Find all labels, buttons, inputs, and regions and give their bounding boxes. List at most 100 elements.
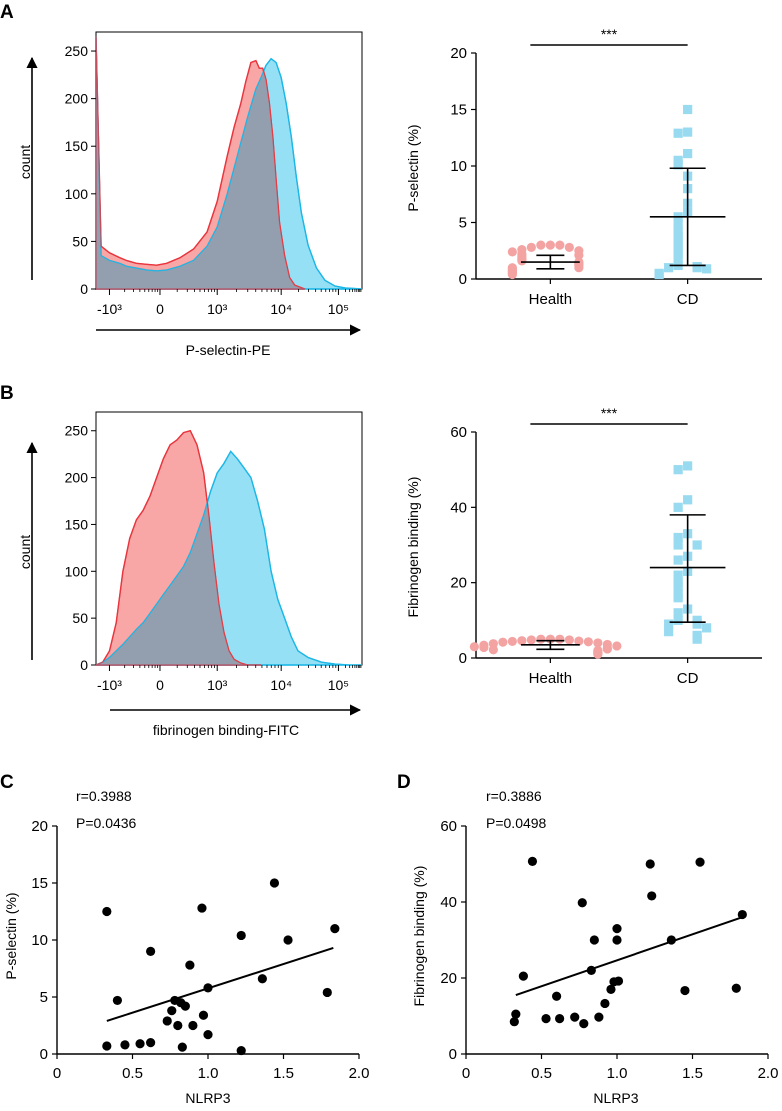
corrD-point — [647, 891, 657, 901]
corrC-point — [102, 1041, 112, 1051]
scatA-significance-label: *** — [601, 26, 618, 42]
panel-letter-b: B — [0, 383, 14, 404]
corrC-point — [162, 1016, 172, 1026]
correlation-c-r: r=0.3988 — [76, 788, 132, 804]
corrC-ytick-label: 15 — [31, 875, 48, 892]
histA-xtick-label: -10³ — [97, 301, 122, 317]
scatB-xtick-label: CD — [677, 670, 699, 687]
scatB-ytick-label: 60 — [450, 424, 467, 441]
scatB-ytick-label: 0 — [459, 650, 467, 667]
histB-xtick-label: -10³ — [97, 677, 122, 693]
histA-outline-health — [95, 36, 306, 290]
scatter-a: P-selectin (%) 0 5 10 15 20 Health CD *** — [405, 26, 762, 308]
corrC-point — [177, 1042, 187, 1052]
histA-ytick-label: 200 — [65, 91, 89, 107]
correlation-d-p: P=0.0498 — [486, 815, 547, 831]
scatA-point-health — [574, 263, 584, 273]
corrC-fit-line — [106, 947, 334, 1022]
scatB-point-health — [602, 644, 612, 654]
scatB-point-cd — [673, 465, 683, 475]
scatA-point-cd — [673, 128, 683, 138]
scatB-point-health — [517, 636, 527, 646]
histB-ytick-label: 250 — [65, 423, 89, 439]
corrD-ytick-label: 0 — [449, 1046, 457, 1063]
histA-xtick-label: 10⁴ — [270, 301, 292, 317]
corrC-point — [203, 1030, 213, 1040]
corrC-point — [197, 903, 207, 913]
scatA-ytick-label: 5 — [459, 215, 467, 232]
corrC-point — [173, 1020, 183, 1031]
scatB-point-health — [593, 649, 603, 659]
corrD-point — [511, 1009, 521, 1019]
scatB-point-cd — [673, 502, 683, 512]
corrC-point — [198, 1010, 209, 1020]
scatA-point-cd — [683, 148, 693, 159]
scatA-ytick-label: 0 — [459, 271, 467, 288]
scatB-point-health — [488, 645, 498, 655]
histB-outline-health — [95, 429, 261, 666]
corrD-point — [589, 935, 599, 945]
scatA-point-health — [536, 240, 546, 250]
corrD-ytick-label: 20 — [440, 970, 457, 987]
scatA-xtick-label: CD — [677, 291, 699, 308]
corrC-xtick-label: 1.0 — [198, 1065, 219, 1082]
scatA-point-cd — [654, 269, 664, 280]
scatB-point-cd — [673, 555, 683, 565]
scatA-point-cd — [673, 160, 683, 170]
corrC-point — [185, 960, 195, 970]
correlation-c: r=0.3988 P=0.0436 P-selectin (%) NLRP3 0… — [3, 788, 369, 1106]
panel-letter-a: A — [0, 2, 14, 23]
scatA-point-health — [507, 269, 517, 280]
scatA-ytick-label: 10 — [450, 158, 467, 175]
scatB-point-cd — [673, 615, 683, 625]
corrC-ytick-label: 0 — [40, 1046, 48, 1063]
corrD-point — [737, 909, 747, 920]
histA-xtick-label: 0 — [156, 301, 164, 317]
corrC-point — [146, 1038, 156, 1048]
histogram-a-xlabel: P-selectin-PE — [186, 342, 271, 358]
corrD-point — [606, 984, 616, 995]
histA-xtick-label: 10⁵ — [328, 301, 349, 317]
corrC-point — [102, 906, 112, 917]
corrC-point — [112, 995, 122, 1006]
corrD-ytick-label: 60 — [440, 818, 457, 835]
correlation-d-xlabel: NLRP3 — [593, 1090, 638, 1106]
corrD-point — [541, 1014, 551, 1024]
corrD-point — [645, 859, 655, 869]
scatter-b: Fibrinogen binding (%) 0 20 40 60 Health CD **… — [405, 405, 762, 687]
corrC-point — [269, 878, 280, 888]
scatB-point-health — [536, 634, 546, 644]
corrD-point — [594, 1012, 604, 1022]
histB-ytick-label: 50 — [72, 610, 88, 626]
corrD-point — [579, 1019, 589, 1029]
histA-ytick-label: 250 — [65, 43, 89, 59]
panel-letter-d: D — [397, 772, 411, 793]
corrC-point — [180, 1001, 190, 1011]
histB-xtick-label: 10³ — [207, 677, 228, 693]
scatter-a-ylabel: P-selectin (%) — [405, 124, 421, 211]
corrC-point — [257, 974, 267, 984]
corrD-point — [613, 976, 624, 986]
corrC-point — [283, 935, 293, 945]
scatB-point-cd — [692, 619, 702, 629]
corrC-ytick-label: 10 — [31, 932, 48, 949]
corrD-xtick-label: 1.5 — [682, 1065, 703, 1082]
histB-xtick-label: 10⁵ — [328, 677, 349, 693]
scatA-xtick-label: Health — [529, 291, 572, 308]
histogram-b-ylabel: count — [17, 535, 33, 569]
corrC-ytick-label: 5 — [40, 989, 48, 1006]
scatA-point-cd — [664, 263, 674, 273]
scatA-ytick-label: 15 — [450, 102, 467, 119]
scatA-point-cd — [683, 104, 693, 115]
corrD-ytick-label: 40 — [440, 894, 457, 911]
histogram-a: count P-selectin-PE 0 50 100 150 200 250 -10³ 0… — [17, 31, 363, 358]
scatB-point-health — [507, 636, 517, 647]
panel-letter-c: C — [0, 772, 14, 793]
histA-ytick-label: 100 — [65, 186, 89, 202]
correlation-d-ylabel: Fibrinogen binding (%) — [411, 866, 427, 1007]
scatA-point-health — [517, 256, 527, 266]
scatB-xtick-label: Health — [529, 670, 572, 687]
histA-outline-cd — [95, 36, 363, 290]
histB-ytick-label: 100 — [65, 563, 89, 579]
